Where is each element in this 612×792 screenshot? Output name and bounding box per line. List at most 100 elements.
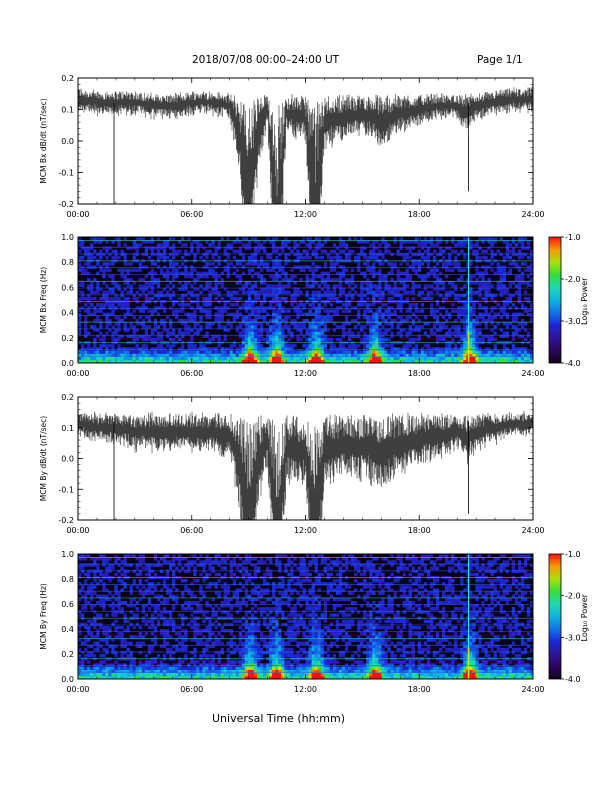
spectrogram-cell [87, 654, 91, 658]
spectrogram-cell [162, 293, 167, 298]
spectrogram-cell [181, 296, 185, 301]
spectrogram-cell [229, 262, 233, 266]
spectrogram-cell [96, 237, 100, 241]
spectrogram-cell [314, 290, 318, 294]
spectrogram-cell [448, 328, 452, 332]
spectrogram-cell [375, 322, 379, 326]
spectrogram-cell [90, 635, 94, 639]
spectrogram-cell [129, 591, 133, 595]
spectrogram-cell [435, 287, 440, 291]
spectrogram-cell [390, 318, 394, 323]
spectrogram-cell [196, 675, 200, 679]
spectrogram-cell [405, 240, 409, 244]
spectrogram-cell [308, 353, 312, 357]
spectrogram-cell [399, 237, 403, 241]
spectrogram-cell [172, 350, 176, 354]
spectrogram-cell [120, 632, 124, 636]
spectrogram-cell [381, 344, 385, 348]
spectrogram-cell [490, 306, 494, 310]
spectrogram-cell [166, 271, 170, 275]
spectrogram-cell [351, 359, 355, 363]
spectrogram-cell [281, 290, 285, 294]
spectrogram-cell [102, 293, 106, 298]
spectrogram-cell [478, 315, 482, 320]
spectrogram-cell [244, 344, 249, 348]
spectrogram-cell [105, 268, 109, 272]
spectrogram-cell [214, 274, 218, 279]
spectrogram-cell [317, 331, 321, 335]
spectrogram-cell [129, 262, 133, 266]
spectrogram-cell [505, 331, 509, 335]
spectrogram-cell [417, 265, 421, 269]
spectrogram-cell [260, 255, 264, 260]
spectrogram-cell [442, 325, 446, 329]
spectrogram-cell [354, 325, 358, 329]
spectrogram-cell [117, 632, 121, 636]
spectrogram-cell [257, 347, 261, 351]
spectrogram-cell [159, 268, 164, 272]
spectrogram-cell [102, 246, 106, 250]
spectrogram-cell [320, 281, 324, 285]
spectrogram-cell [129, 610, 133, 614]
spectrogram-cell [141, 322, 145, 326]
spectrogram-cell [169, 237, 173, 241]
spectrogram-cell [181, 607, 185, 611]
spectrogram-cell [463, 293, 467, 298]
spectrogram-cell [296, 306, 300, 310]
spectrogram-cell [360, 284, 364, 288]
spectrogram-cell [493, 252, 497, 257]
spectrogram-cell [78, 350, 82, 354]
spectrogram-cell [108, 262, 112, 266]
spectrogram-cell [478, 255, 482, 260]
spectrogram-cell [454, 265, 458, 269]
spectrogram-cell [463, 328, 467, 332]
spectrogram-cell [496, 350, 500, 354]
spectrogram-cell [363, 356, 367, 361]
spectrogram-cell [502, 359, 506, 363]
spectrogram-cell [351, 277, 355, 282]
spectrogram-cell [166, 328, 170, 332]
spectrogram-cell [190, 246, 194, 250]
spectrogram-cell [496, 353, 500, 357]
spectrogram-cell [105, 672, 109, 677]
spectrogram-cell [150, 619, 155, 623]
spectrogram-cell [205, 303, 209, 307]
spectrogram-cell [372, 350, 376, 354]
spectrogram-cell [162, 309, 167, 313]
spectrogram-cell [408, 315, 412, 320]
spectrogram-cell [172, 337, 176, 342]
spectrogram-cell [205, 312, 209, 316]
colorbar-tick-label: -2.0 [565, 275, 581, 284]
spectrogram-cell [138, 563, 142, 567]
spectrogram-cell [253, 284, 258, 288]
spectrogram-cell [214, 296, 218, 301]
spectrogram-cell [90, 252, 94, 257]
spectrogram-cell [169, 560, 173, 564]
spectrogram-cell [184, 328, 188, 332]
spectrogram-cell [93, 585, 97, 589]
spectrogram-cell [178, 318, 182, 323]
spectrogram-cell [517, 322, 522, 326]
spectrogram-cell [326, 290, 330, 294]
spectrogram-cell [181, 309, 185, 313]
spectrogram-cell [332, 243, 337, 247]
spectrogram-cell [175, 315, 179, 320]
spectrogram-cell [105, 566, 109, 570]
spectrogram-cell [205, 331, 209, 335]
spectrogram-cell [78, 663, 82, 667]
spectrogram-cell [153, 350, 158, 354]
spectrogram-cell [156, 284, 161, 288]
spectrogram-cell [108, 350, 112, 354]
spectrogram-cell [457, 334, 461, 338]
spectrogram-cell [354, 290, 358, 294]
spectrogram-cell [375, 293, 379, 298]
spectrogram-cell [260, 347, 264, 351]
spectrogram-cell [187, 356, 191, 361]
spectrogram-cell [478, 347, 482, 351]
colorbar-tick-label: -1.0 [565, 233, 581, 242]
spectrogram-cell [490, 318, 494, 323]
spectrogram-cell [399, 277, 403, 282]
spectrogram-cell [211, 610, 215, 614]
spectrogram-cell [169, 331, 173, 335]
spectrogram-cell [208, 635, 212, 639]
